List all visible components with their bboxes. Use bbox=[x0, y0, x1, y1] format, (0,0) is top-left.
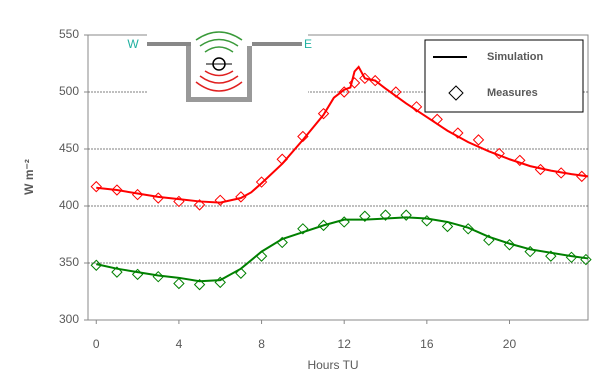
y-tick-label: 350 bbox=[59, 255, 79, 269]
legend-box bbox=[424, 39, 584, 113]
measure-marker bbox=[576, 170, 588, 183]
annotation: W bbox=[127, 37, 139, 51]
simulation-line bbox=[96, 65, 589, 204]
measure-marker bbox=[131, 188, 144, 201]
legend-diamond bbox=[448, 85, 464, 101]
y-tick-label: 450 bbox=[59, 141, 79, 155]
y-tick-label: 500 bbox=[59, 84, 79, 98]
measure-marker bbox=[111, 266, 123, 278]
annotation: E bbox=[304, 37, 312, 51]
measure-marker bbox=[214, 194, 226, 207]
measure-marker bbox=[410, 101, 423, 113]
measure-marker bbox=[276, 153, 288, 165]
measure-marker bbox=[173, 277, 185, 290]
ground-left bbox=[147, 42, 191, 46]
wall-right bbox=[247, 46, 252, 101]
measure-marker bbox=[379, 209, 392, 221]
measure-marker bbox=[297, 223, 309, 235]
measure-marker bbox=[359, 210, 371, 222]
measure-marker bbox=[400, 209, 412, 221]
measure-marker bbox=[235, 267, 247, 279]
wall-left bbox=[186, 46, 191, 101]
measure-marker bbox=[524, 245, 536, 258]
x-tick-label: 16 bbox=[420, 337, 434, 351]
inset-bg bbox=[147, 28, 308, 103]
y-tick-label: 300 bbox=[59, 312, 79, 326]
measure-marker bbox=[503, 239, 516, 251]
x-tick-label: 8 bbox=[258, 337, 265, 351]
measure-marker bbox=[152, 192, 164, 204]
measure-marker bbox=[390, 86, 402, 98]
x-axis-label: Hours TU bbox=[307, 358, 358, 372]
measure-marker bbox=[111, 184, 123, 196]
measure-marker bbox=[421, 215, 433, 227]
measure-marker bbox=[472, 134, 485, 146]
measure-marker bbox=[90, 180, 102, 193]
legend-label: Measures bbox=[487, 87, 538, 99]
measure-marker bbox=[555, 167, 567, 179]
arc-down bbox=[195, 70, 243, 92]
y-tick-label: 400 bbox=[59, 198, 79, 212]
x-tick-label: 20 bbox=[503, 337, 517, 351]
measure-marker bbox=[235, 191, 247, 203]
measure-marker bbox=[338, 216, 350, 228]
measure-marker bbox=[359, 72, 371, 85]
measure-marker bbox=[131, 268, 144, 281]
measure-marker bbox=[297, 130, 309, 143]
measure-marker bbox=[317, 219, 330, 232]
y-tick-label: 550 bbox=[59, 27, 79, 41]
measure-marker bbox=[348, 77, 361, 89]
measure-marker bbox=[534, 163, 547, 176]
measure-marker bbox=[565, 251, 578, 264]
measure-marker bbox=[462, 223, 474, 235]
floor bbox=[186, 97, 252, 102]
measure-marker bbox=[514, 154, 526, 167]
measure-marker bbox=[193, 278, 206, 291]
measure-marker bbox=[276, 236, 288, 249]
x-tick-label: 0 bbox=[93, 337, 100, 351]
measure-marker bbox=[173, 195, 185, 208]
measure-marker bbox=[580, 253, 592, 266]
measure-marker bbox=[483, 234, 495, 246]
measure-marker bbox=[255, 250, 268, 262]
legend-label: Simulation bbox=[487, 51, 544, 63]
y-axis-label: W m⁻² bbox=[22, 159, 36, 195]
measure-marker bbox=[193, 199, 206, 211]
measure-marker bbox=[493, 147, 505, 160]
measure-marker bbox=[152, 270, 164, 283]
measure-marker bbox=[317, 107, 330, 120]
measure-marker bbox=[545, 250, 557, 262]
arc-up bbox=[195, 31, 243, 53]
measure-marker bbox=[431, 113, 443, 126]
ground-right bbox=[252, 42, 302, 46]
x-tick-label: 4 bbox=[176, 337, 183, 351]
measure-marker bbox=[90, 259, 102, 271]
measure-marker bbox=[255, 176, 268, 188]
measure-marker bbox=[369, 74, 381, 87]
inset-diagram: W E bbox=[127, 28, 312, 103]
measure-marker bbox=[338, 86, 350, 98]
measure-marker bbox=[441, 220, 454, 233]
measure-marker bbox=[452, 127, 464, 139]
measure-marker bbox=[214, 276, 226, 289]
x-tick-label: 12 bbox=[338, 337, 352, 351]
